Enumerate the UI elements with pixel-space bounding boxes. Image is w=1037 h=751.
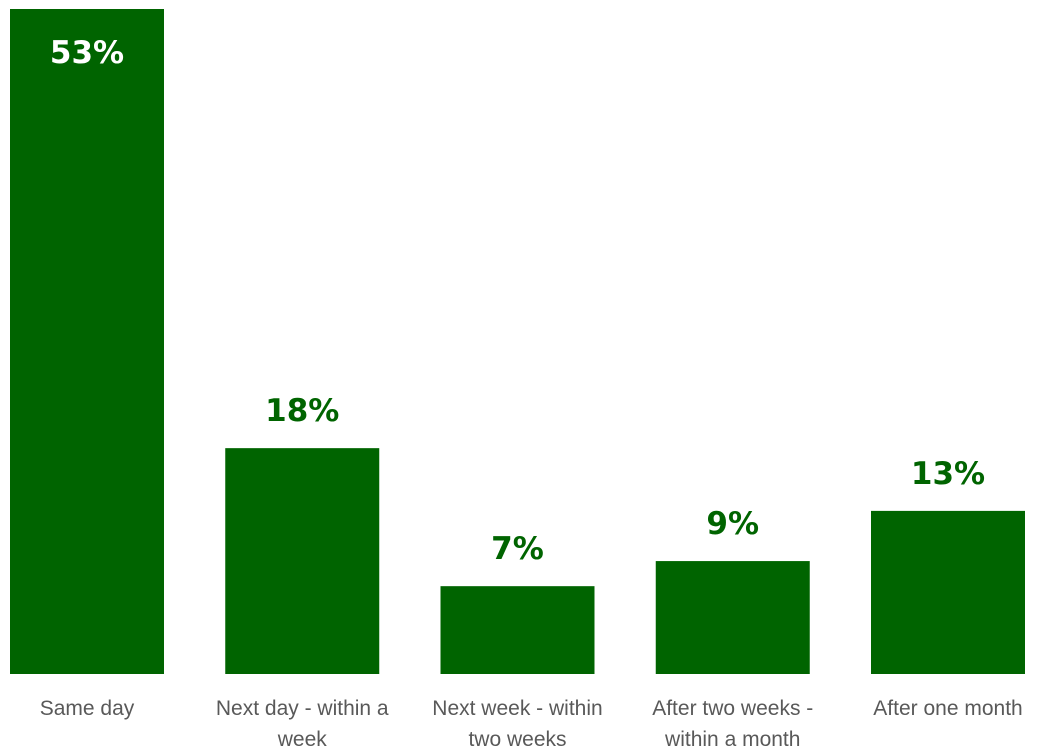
category-label-line: Same day <box>40 697 135 720</box>
bar-2 <box>225 448 380 674</box>
bar-1 <box>10 9 164 674</box>
category-label-2: Next day - within a week <box>216 697 389 751</box>
data-label-5: 13% <box>911 456 985 492</box>
category-label-3: Next week - within two weeks <box>432 697 602 751</box>
category-label-line: week <box>277 728 328 751</box>
bar-3 <box>440 586 595 674</box>
bars-group: 53% Same day 18% Next day - within a week 7% N… <box>10 9 1025 751</box>
category-label-line: After two weeks - <box>652 697 813 720</box>
bar-5 <box>871 510 1025 674</box>
category-label-line: Next week - within <box>432 697 602 720</box>
bar-4 <box>655 561 810 674</box>
category-label-line: two weeks <box>468 728 566 751</box>
category-label-5: After one month <box>873 697 1022 720</box>
data-label-3: 7% <box>491 531 544 567</box>
category-label-line: within a month <box>664 728 800 751</box>
data-label-1: 53% <box>50 35 124 71</box>
category-label-1: Same day <box>40 697 135 720</box>
data-label-2: 18% <box>265 393 339 429</box>
category-label-line: After one month <box>873 697 1022 720</box>
category-label-4: After two weeks - within a month <box>652 697 813 751</box>
category-label-line: Next day - within a <box>216 697 389 720</box>
data-label-4: 9% <box>706 506 759 542</box>
